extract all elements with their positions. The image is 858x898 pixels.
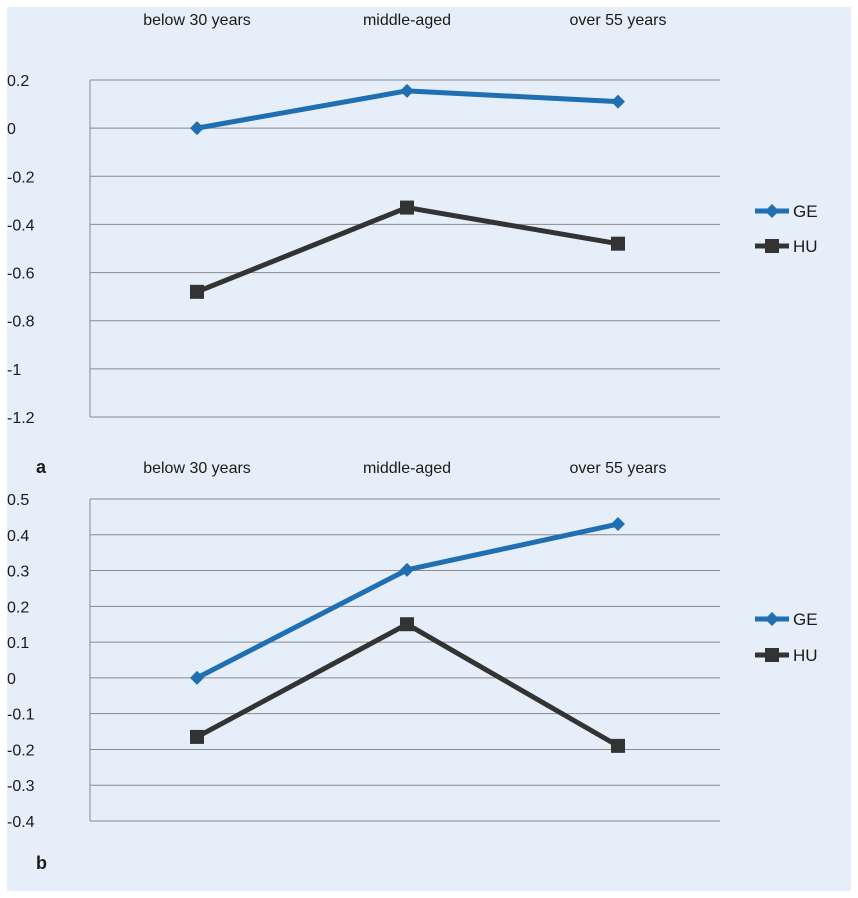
series-line-ge [195, 521, 619, 681]
panel-label: b [36, 853, 47, 873]
y-tick-label: -0.1 [7, 707, 35, 724]
chart-panel-b: 0.5 0.4 0.3 0.2 0.1 0 -0.1 -0.2 -0.3 -0.4 below 30… [7, 460, 818, 873]
data-point-ge [400, 562, 414, 577]
data-point-hu [190, 284, 204, 299]
chart-canvas: 0.2 0 -0.2 -0.4 -0.6 -0.8 -1 -1.2 below 30 years… [7, 12, 818, 873]
y-tick-label: 0.3 [7, 564, 29, 581]
data-point-ge [611, 94, 625, 109]
y-tick-label: -0.2 [7, 742, 35, 759]
legend-marker-hu [765, 648, 779, 662]
legend-label: GE [793, 202, 818, 221]
y-tick-label: 0 [7, 671, 16, 688]
data-point-hu [400, 617, 414, 632]
y-tick-label: -1.2 [7, 410, 35, 427]
y-tick-label: -0.4 [7, 217, 35, 234]
y-tick-label: 0.1 [7, 635, 29, 652]
data-point-ge [190, 121, 204, 136]
data-point-ge [611, 517, 625, 532]
y-tick-label: -0.2 [7, 169, 35, 186]
data-point-hu [400, 200, 414, 215]
y-tick-label: 0.2 [7, 599, 29, 616]
y-tick-label: -1 [7, 362, 21, 379]
category-label: below 30 years [143, 12, 251, 29]
legend-label: GE [793, 610, 818, 629]
panel-label: a [36, 457, 47, 477]
category-label: middle-aged [363, 460, 451, 477]
legend-label: HU [793, 237, 818, 256]
y-tick-label: 0.4 [7, 528, 29, 545]
legend-marker-ge [765, 612, 779, 626]
category-label: over 55 years [570, 12, 667, 29]
category-label: middle-aged [363, 12, 451, 29]
data-point-hu [190, 729, 204, 744]
legend-marker-ge [765, 204, 779, 218]
data-point-hu [611, 236, 625, 251]
figure-panel: 0.2 0 -0.2 -0.4 -0.6 -0.8 -1 -1.2 below 30 years… [7, 7, 851, 891]
legend-marker-hu [765, 239, 779, 253]
data-point-ge [190, 670, 204, 685]
y-tick-label: -0.3 [7, 778, 35, 795]
y-tick-label: -0.6 [7, 266, 35, 283]
y-tick-label: -0.8 [7, 314, 35, 331]
y-tick-label: 0.2 [7, 73, 29, 90]
y-tick-label: -0.4 [7, 814, 35, 831]
category-label: below 30 years [143, 460, 251, 477]
chart-panel-a: 0.2 0 -0.2 -0.4 -0.6 -0.8 -1 -1.2 below 30 years… [7, 12, 818, 477]
y-tick-label: 0.5 [7, 492, 29, 509]
data-point-ge [400, 83, 414, 98]
data-point-hu [611, 738, 625, 753]
y-tick-label: 0 [7, 121, 16, 138]
series-line-hu [196, 205, 619, 295]
category-label: over 55 years [570, 460, 667, 477]
legend-label: HU [793, 646, 818, 665]
